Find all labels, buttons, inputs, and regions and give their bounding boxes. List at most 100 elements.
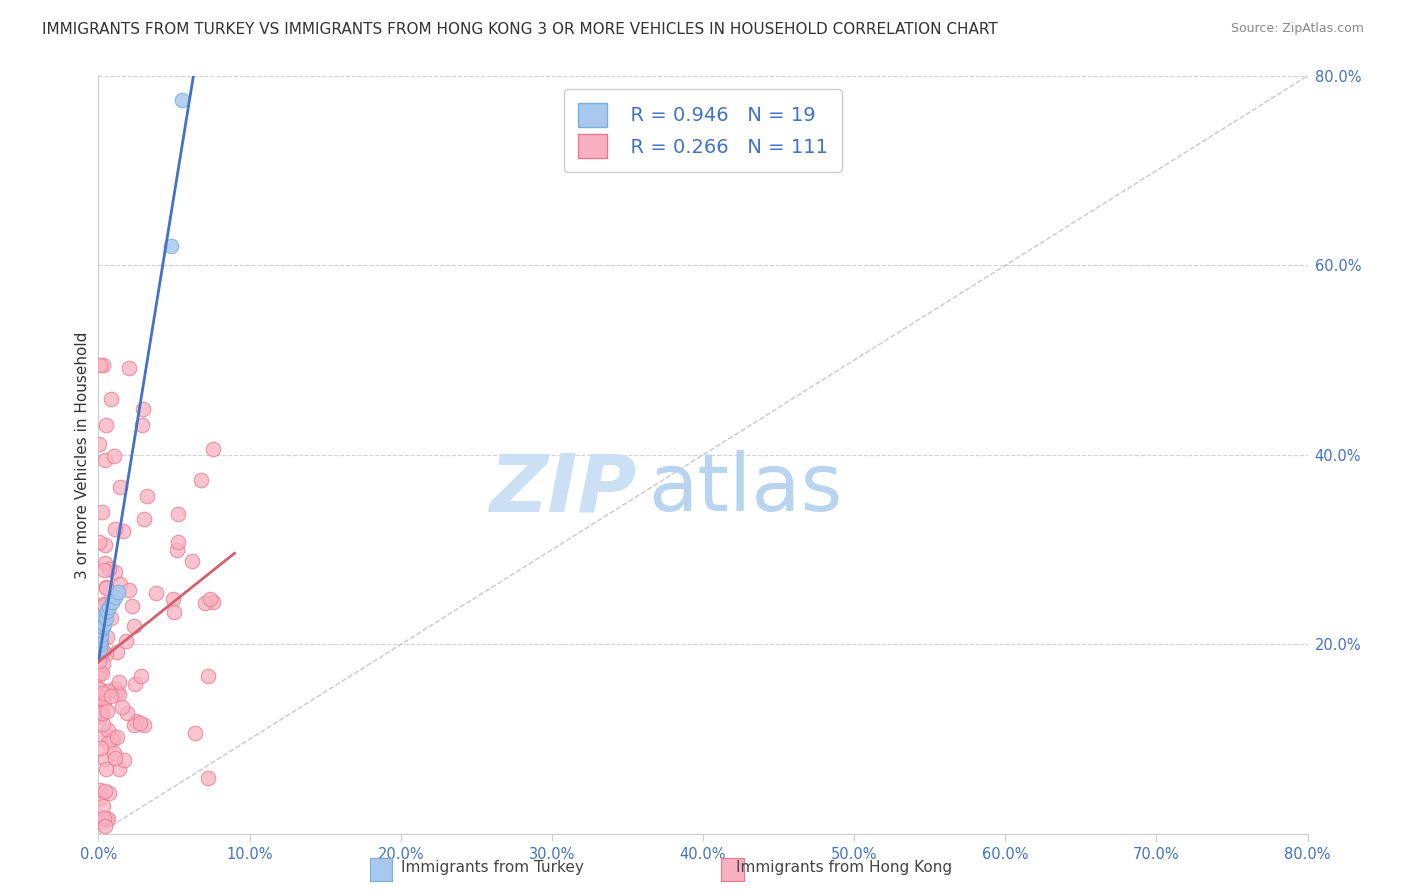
Point [100,611,122,625]
Point [89,681,111,696]
Point [94,581,117,595]
Point [93,811,115,825]
Point [160,239,183,253]
Point [89,358,111,372]
Point [108,687,131,701]
Point [91,611,114,625]
Point [162,592,184,607]
Point [101,733,124,747]
Text: IMMIGRANTS FROM TURKEY VS IMMIGRANTS FROM HONG KONG 3 OR MORE VEHICLES IN HOUSEH: IMMIGRANTS FROM TURKEY VS IMMIGRANTS FRO… [42,22,998,37]
Point [90,633,112,648]
Point [96,704,118,718]
Point [132,511,155,525]
Point [201,594,224,608]
Point [89,642,111,657]
Point [89,632,111,647]
Point [167,507,190,521]
Text: ZIP: ZIP [489,450,637,528]
Point [101,595,124,609]
Point [104,566,127,580]
Point [108,481,131,495]
Point [93,609,115,624]
Point [90,709,112,723]
Point [91,685,114,699]
Point [91,799,114,814]
Point [145,586,167,600]
Point [103,449,125,463]
Point [163,605,186,619]
Point [184,726,207,740]
Point [90,618,112,632]
Point [90,731,112,745]
Point [93,538,115,552]
Legend:   R = 0.946   N = 19,   R = 0.266   N = 111: R = 0.946 N = 19, R = 0.266 N = 111 [564,89,842,172]
Point [94,762,117,776]
Point [91,600,114,615]
Point [105,645,128,659]
Point [91,358,114,372]
Point [94,556,117,570]
Point [128,716,150,731]
Point [111,700,134,714]
Point [107,585,129,599]
Point [108,762,131,776]
Point [103,731,125,745]
Point [91,644,114,658]
Point [194,597,217,611]
Point [197,771,219,785]
Point [135,489,157,503]
Point [89,637,111,651]
Point [89,791,111,805]
Point [202,442,225,456]
Point [94,611,117,625]
Point [110,577,132,591]
Point [90,628,112,642]
Point [87,654,110,668]
Point [105,685,128,699]
Point [103,592,125,607]
Point [91,691,114,706]
Point [96,417,118,432]
Point [94,819,117,833]
Point [91,706,114,721]
Point [91,620,114,634]
Point [198,592,221,607]
Point [96,812,118,826]
Point [91,657,114,672]
Point [97,723,120,737]
Point [115,706,138,720]
Point [100,689,122,703]
Point [97,684,120,698]
Point [91,666,114,681]
Point [97,736,120,750]
Point [167,535,190,549]
Point [94,784,117,798]
Point [103,746,125,760]
Point [89,690,111,704]
Point [89,706,111,720]
Point [94,580,117,594]
Point [122,718,145,732]
Point [181,554,204,568]
Point [98,787,121,801]
Point [114,634,136,648]
Point [89,783,111,797]
Point [93,616,115,631]
Point [87,667,110,681]
Text: Source: ZipAtlas.com: Source: ZipAtlas.com [1230,22,1364,36]
Point [89,681,111,696]
Point [91,505,114,519]
Text: Immigrants from Turkey: Immigrants from Turkey [401,861,583,875]
Point [166,542,188,557]
Y-axis label: 3 or more Vehicles in Household: 3 or more Vehicles in Household [75,331,90,579]
Point [132,718,155,732]
Point [87,643,110,657]
Point [93,598,115,612]
Point [94,453,117,467]
Point [90,741,112,756]
Point [111,524,134,538]
Point [90,624,112,638]
Point [129,669,152,683]
Point [170,93,193,107]
Point [125,714,148,728]
